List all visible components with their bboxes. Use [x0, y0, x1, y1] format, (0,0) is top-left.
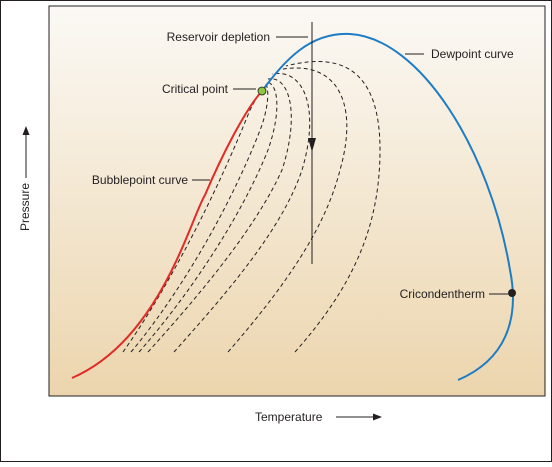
y-axis-arrowhead [22, 126, 30, 135]
quality-line [147, 78, 292, 353]
critical-point-marker [257, 86, 267, 96]
cricondentherm-marker [508, 289, 516, 297]
cricondentherm-label: Cricondentherm [400, 287, 485, 301]
critical-point-label: Critical point [162, 82, 229, 96]
quality-line [138, 81, 278, 353]
reservoir-depletion-arrow [308, 22, 316, 264]
y-axis-label: Pressure [18, 183, 32, 231]
quality-line [130, 83, 269, 353]
reservoir-depletion-label: Reservoir depletion [167, 30, 270, 44]
quality-lines [122, 61, 381, 353]
quality-line [173, 72, 311, 353]
quality-line [285, 61, 381, 353]
plot-area [48, 5, 546, 397]
y-axis-title: Pressure [18, 126, 32, 231]
x-axis-arrowhead [373, 413, 382, 421]
x-axis-label: Temperature [255, 410, 323, 424]
quality-line [227, 67, 348, 353]
x-axis-title: Temperature [255, 410, 382, 424]
dewpoint-curve-label: Dewpoint curve [431, 47, 514, 61]
bubblepoint-curve [71, 90, 263, 379]
bubblepoint-curve-label: Bubblepoint curve [92, 173, 188, 187]
